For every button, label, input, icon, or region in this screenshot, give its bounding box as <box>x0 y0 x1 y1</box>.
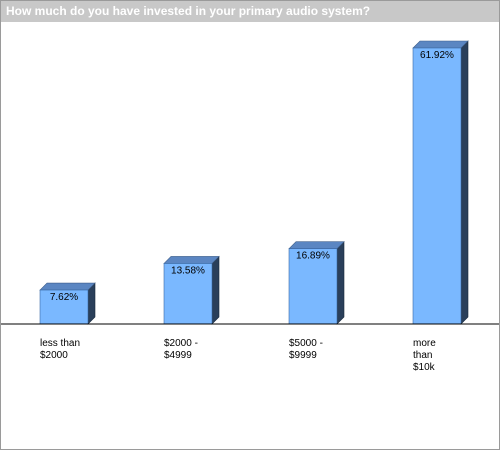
category-label: $5000 - $9999 <box>289 338 323 361</box>
bar-group: 7.62% <box>39 282 96 325</box>
bar-value-label: 13.58% <box>171 265 205 276</box>
bar-top <box>163 256 220 264</box>
bar-top <box>412 40 469 49</box>
category-label: $2000 - $4999 <box>164 338 198 361</box>
bar-top <box>39 282 96 291</box>
bar-group: 61.92% <box>412 40 469 325</box>
bar-side <box>460 40 469 325</box>
bar-side <box>211 255 220 325</box>
bar-value-label: 61.92% <box>420 50 454 61</box>
bar-value-label: 16.89% <box>296 251 330 262</box>
title-bar: How much do you have invested in your pr… <box>1 1 499 22</box>
bar-top <box>288 241 345 250</box>
bar <box>412 47 462 325</box>
bar <box>288 248 338 325</box>
bar-value-label: 7.62% <box>50 292 78 303</box>
bar-side <box>336 240 345 325</box>
chart-title: How much do you have invested in your pr… <box>6 4 371 18</box>
category-label: more than $10k <box>413 338 436 373</box>
category-label: less than $2000 <box>40 338 81 361</box>
bar <box>163 263 213 325</box>
bar-group: 16.89% <box>288 240 345 325</box>
bar-group: 13.58% <box>163 255 220 325</box>
